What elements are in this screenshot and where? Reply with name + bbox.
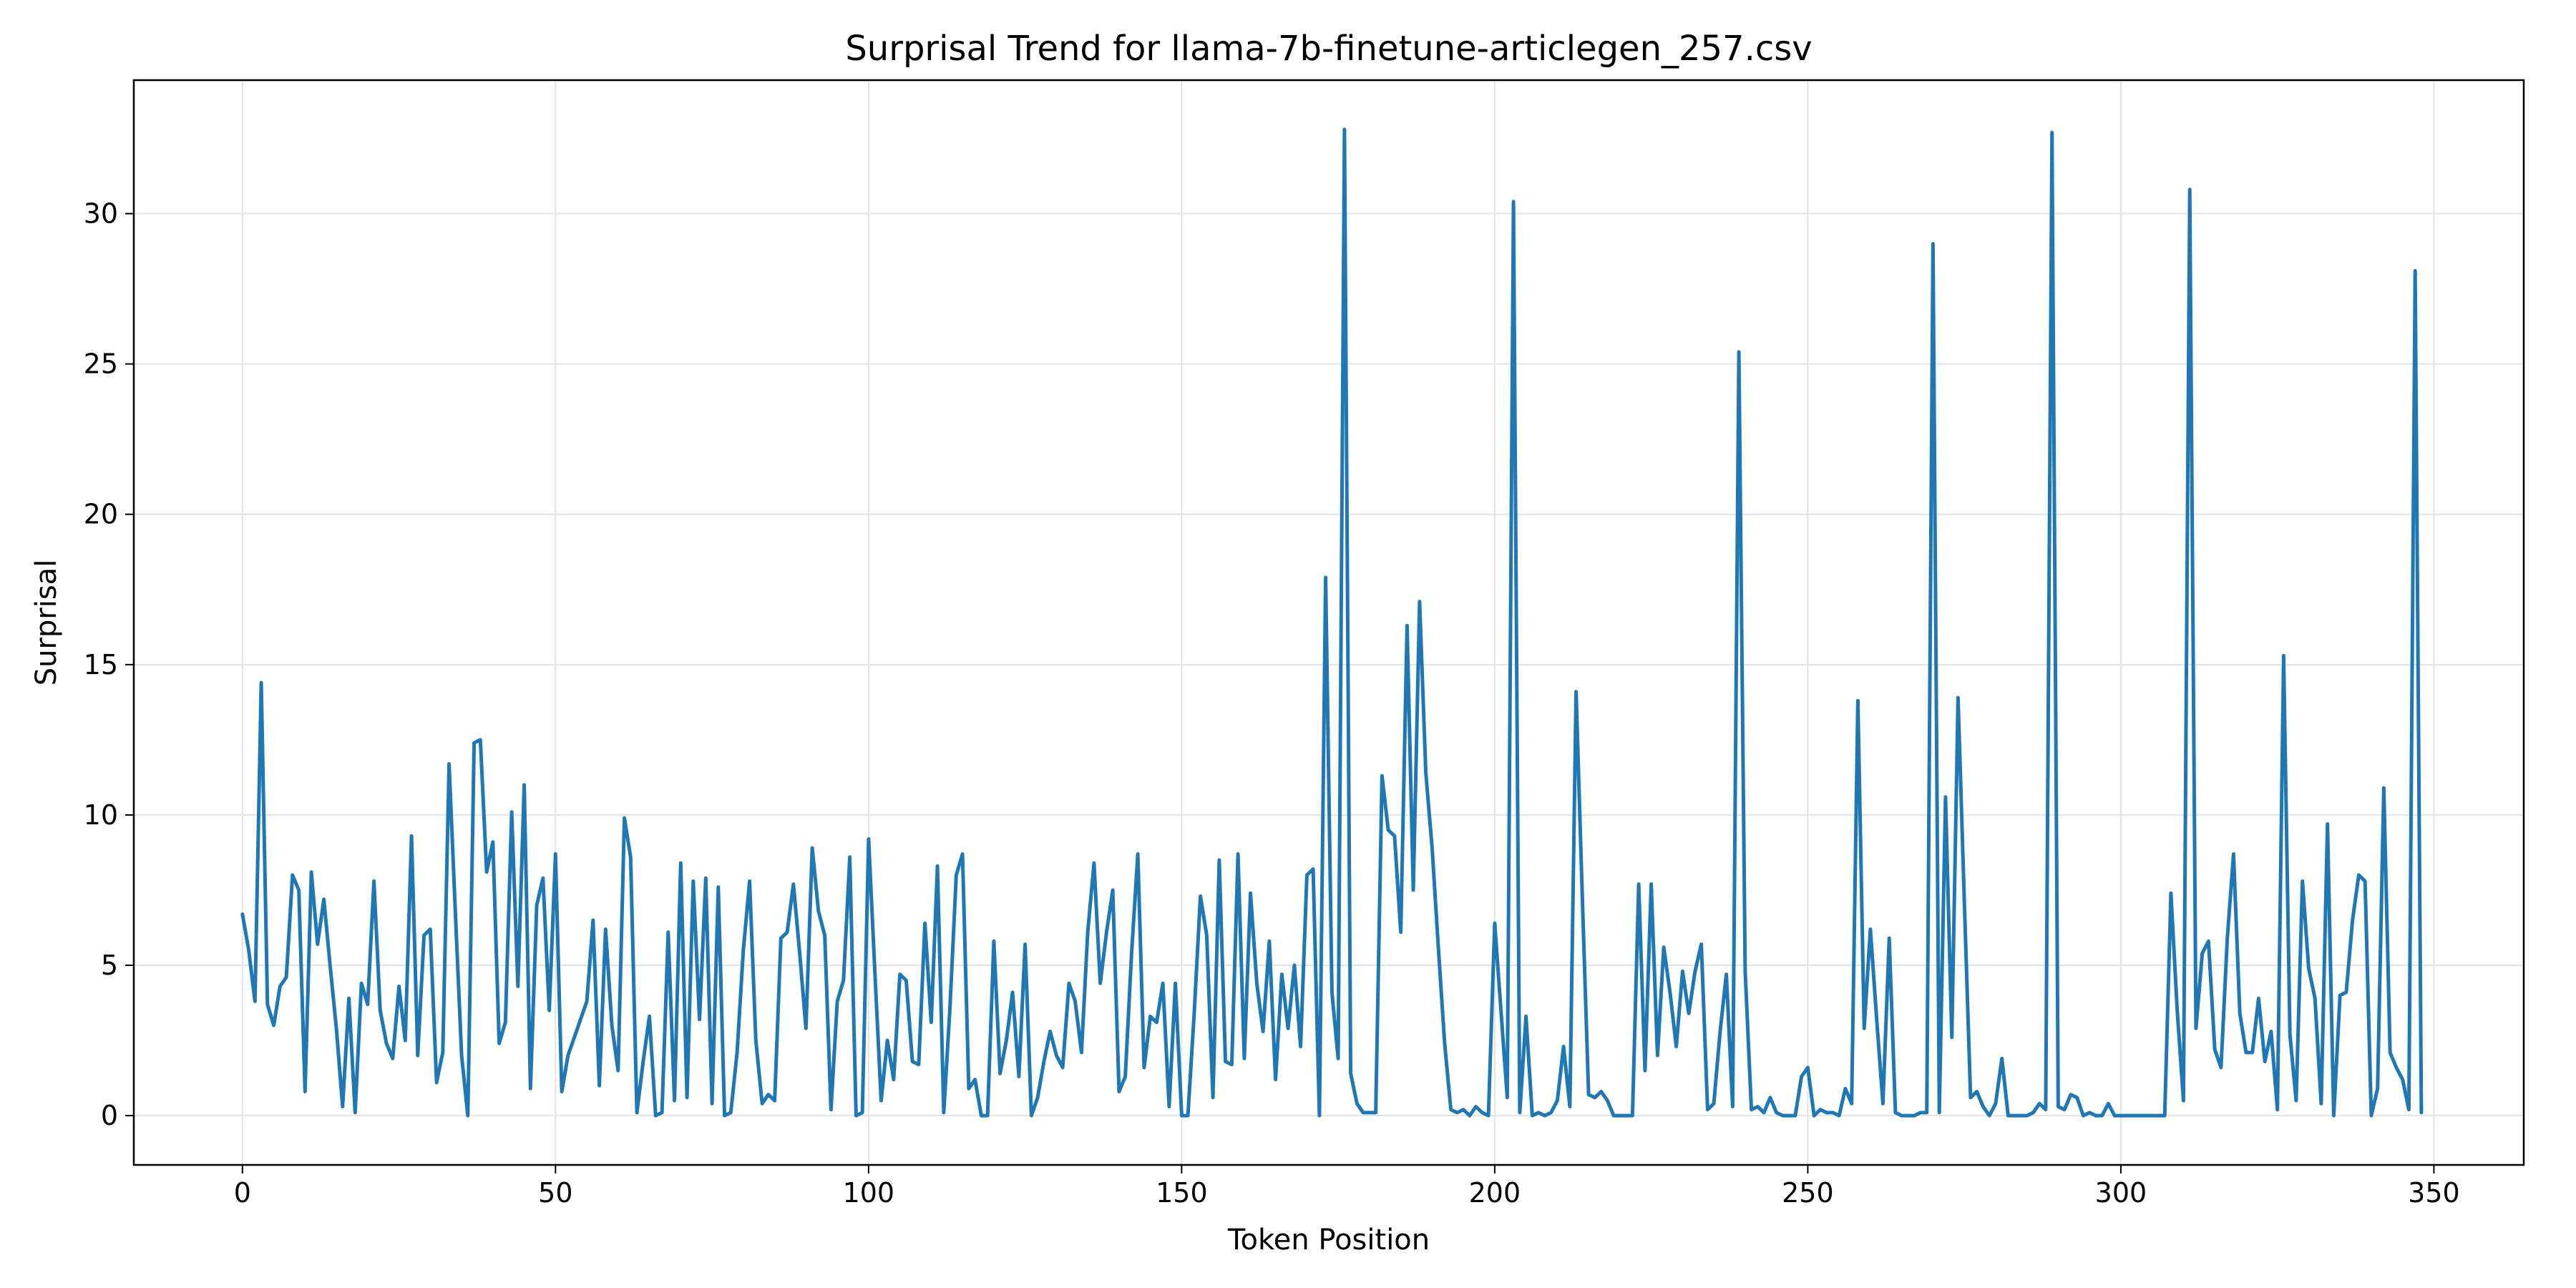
x-tick-label: 0 xyxy=(234,1177,251,1209)
x-axis-label: Token Position xyxy=(1227,1224,1430,1257)
x-tick-label: 100 xyxy=(843,1177,895,1209)
x-tick-label: 150 xyxy=(1156,1177,1208,1209)
y-tick-label: 30 xyxy=(84,198,118,230)
chart-title: Surprisal Trend for llama-7b-finetune-ar… xyxy=(845,29,1812,69)
y-tick-label: 15 xyxy=(84,649,118,680)
y-tick-label: 5 xyxy=(101,950,118,981)
series-group xyxy=(240,127,2424,1118)
x-tick-label: 300 xyxy=(2095,1177,2147,1209)
y-tick-label: 0 xyxy=(101,1100,118,1131)
x-tick-label: 350 xyxy=(2408,1177,2460,1209)
y-tick-label: 25 xyxy=(84,348,118,380)
y-tick-label: 20 xyxy=(84,499,118,530)
y-axis-label: Surprisal xyxy=(30,560,63,686)
plot-area-frame xyxy=(132,79,2525,1166)
series-line-0 xyxy=(240,127,2424,1118)
y-tick-label: 10 xyxy=(84,799,118,831)
x-tick-label: 200 xyxy=(1469,1177,1521,1209)
x-axis-ticks: 0 50 100 150 200 250 300 350 xyxy=(234,1165,2460,1209)
x-tick-label: 50 xyxy=(538,1177,572,1209)
x-tick-label: 250 xyxy=(1782,1177,1834,1209)
y-axis-ticks: 0 5 10 15 20 25 30 xyxy=(84,198,134,1131)
